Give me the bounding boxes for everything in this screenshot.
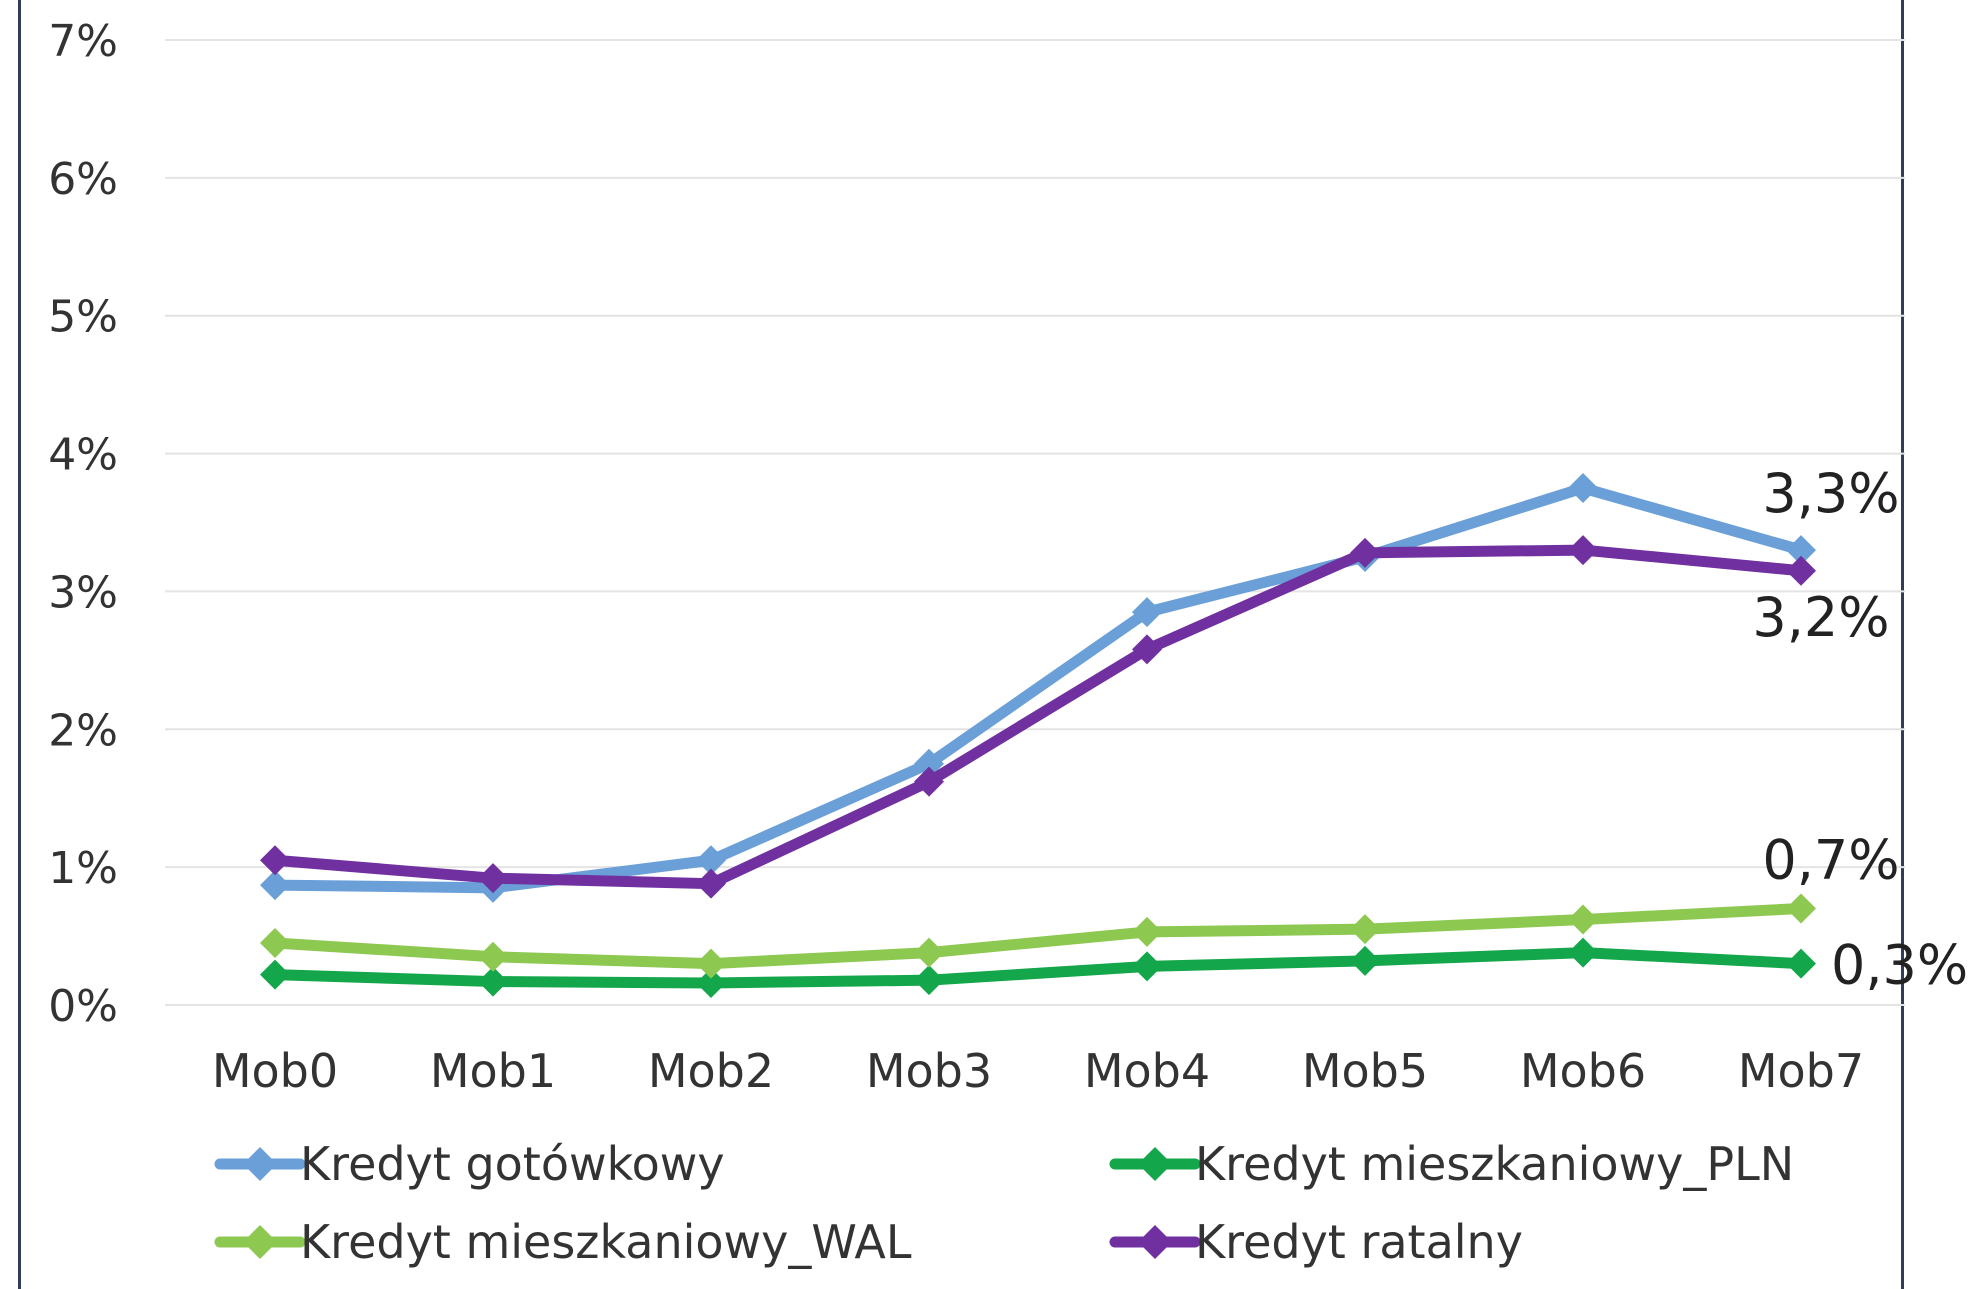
data-point <box>914 937 944 968</box>
data-point <box>696 967 726 998</box>
data-point <box>1568 904 1598 935</box>
data-point <box>1568 937 1598 968</box>
data-point <box>1568 535 1598 566</box>
data-point <box>1786 535 1816 566</box>
data-point <box>1786 948 1816 979</box>
legend-label: Kredyt mieszkaniowy_PLN <box>1195 1137 1794 1191</box>
legend-marker <box>1138 1147 1172 1181</box>
data-label: 0,7% <box>1762 829 1899 892</box>
x-tick-label: Mob3 <box>866 1044 992 1098</box>
y-tick-label: 3% <box>48 567 118 618</box>
legend-label: Kredyt mieszkaniowy_WAL <box>300 1215 912 1269</box>
x-tick-label: Mob5 <box>1302 1044 1428 1098</box>
x-tick-label: Mob0 <box>212 1044 338 1098</box>
data-point <box>260 927 290 958</box>
legend-label: Kredyt ratalny <box>1195 1215 1523 1269</box>
legend-item: Kredyt mieszkaniowy_PLN <box>1109 1137 1794 1191</box>
data-point <box>696 868 726 899</box>
data-point <box>260 845 290 876</box>
series-line-3 <box>269 544 1807 890</box>
data-point <box>696 845 726 876</box>
y-tick-label: 4% <box>48 430 118 481</box>
y-tick-label: 7% <box>48 16 118 67</box>
legend-marker <box>243 1225 277 1259</box>
data-point <box>1132 951 1162 982</box>
x-tick-label: Mob7 <box>1738 1044 1864 1098</box>
data-point <box>1350 945 1380 976</box>
y-tick-label: 6% <box>48 154 118 205</box>
data-point <box>1132 634 1162 665</box>
legend-item: Kredyt mieszkaniowy_WAL <box>214 1215 912 1269</box>
data-point <box>478 863 508 894</box>
x-tick-label: Mob2 <box>648 1044 774 1098</box>
legend-item: Kredyt gotówkowy <box>214 1137 725 1191</box>
data-point <box>260 959 290 990</box>
data-point <box>1132 916 1162 947</box>
legend-item: Kredyt ratalny <box>1109 1215 1523 1269</box>
x-tick-label: Mob1 <box>430 1044 556 1098</box>
data-label: 3,2% <box>1752 586 1889 649</box>
data-point <box>914 766 944 797</box>
data-point <box>914 965 944 996</box>
legend-marker <box>243 1147 277 1181</box>
series-line-2 <box>269 903 1807 970</box>
legend-marker <box>1138 1225 1172 1259</box>
y-tick-label: 0% <box>48 981 118 1032</box>
x-tick-label: Mob4 <box>1084 1044 1210 1098</box>
data-label: 0,3% <box>1831 934 1968 997</box>
data-point <box>478 941 508 972</box>
data-point <box>478 966 508 997</box>
legend-label: Kredyt gotówkowy <box>300 1137 725 1191</box>
data-point <box>696 948 726 979</box>
data-point <box>1350 914 1380 945</box>
data-point <box>1786 893 1816 924</box>
y-tick-label: 1% <box>48 843 118 894</box>
data-point <box>1786 555 1816 586</box>
data-label: 3,3% <box>1762 462 1899 525</box>
series-line-1 <box>269 947 1807 989</box>
data-point <box>1132 597 1162 628</box>
x-tick-label: Mob6 <box>1520 1044 1646 1098</box>
data-point <box>1568 473 1598 504</box>
chart-frame <box>18 0 1904 1289</box>
data-point <box>260 870 290 901</box>
y-tick-label: 2% <box>48 705 118 756</box>
y-tick-label: 5% <box>48 292 118 343</box>
data-point <box>1350 537 1380 568</box>
